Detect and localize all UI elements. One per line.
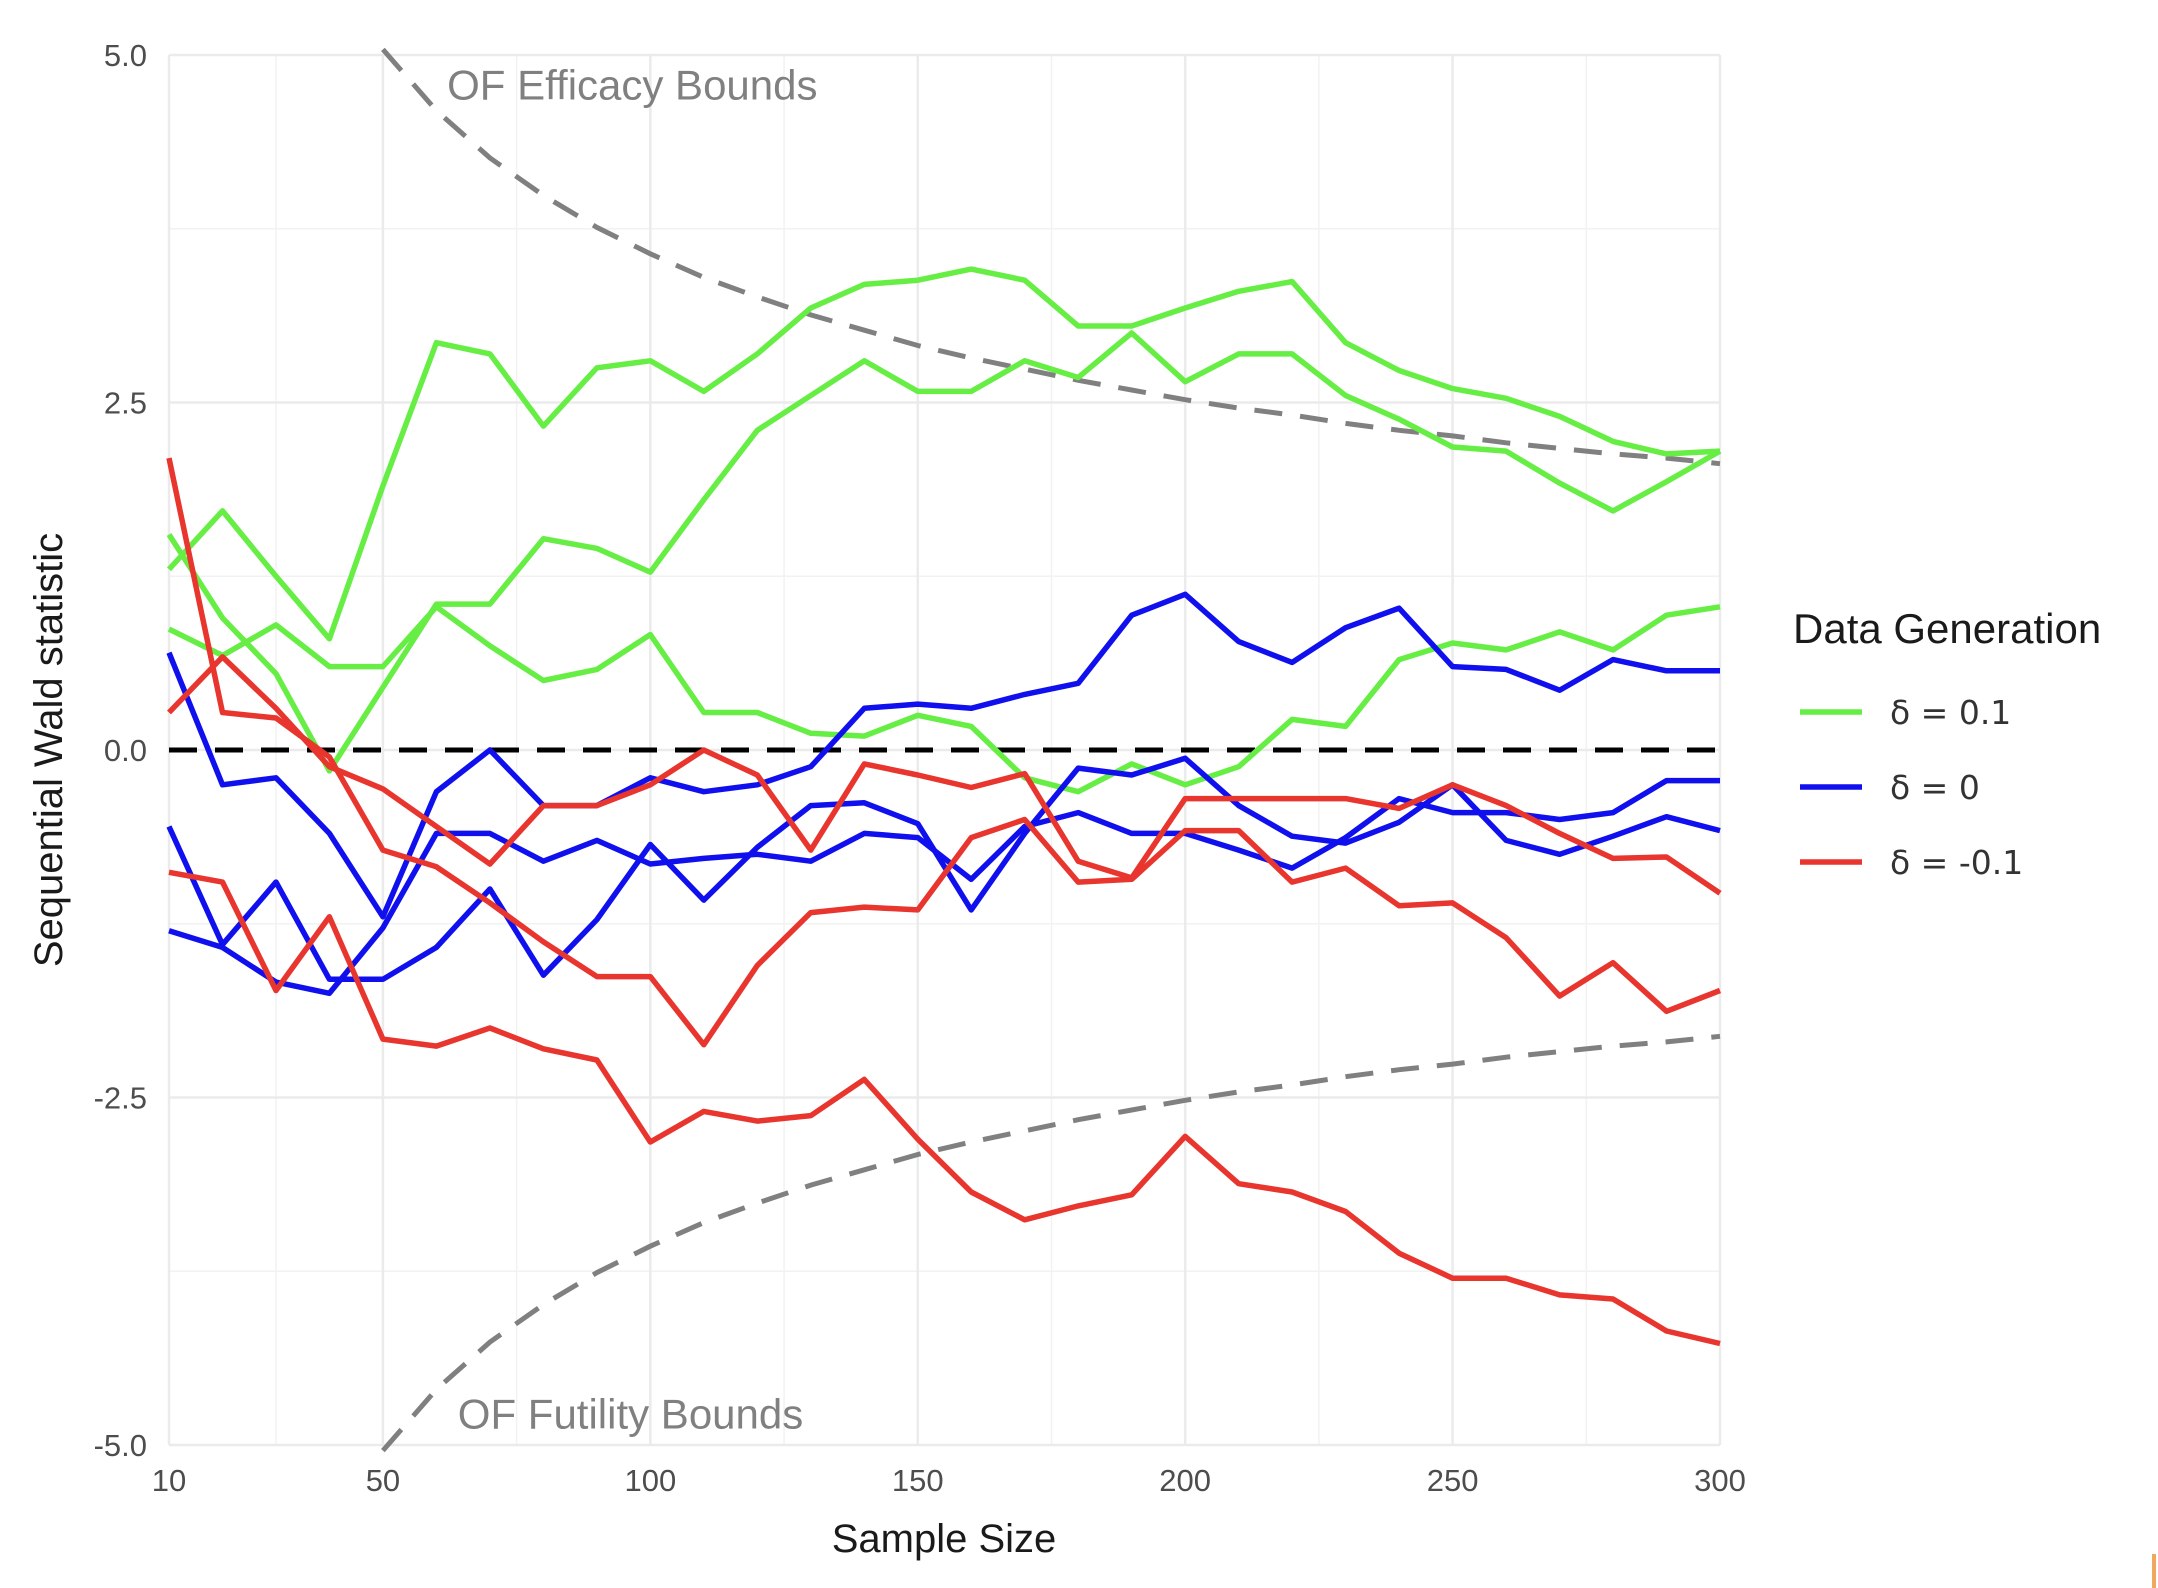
- x-tick-label: 200: [1159, 1463, 1211, 1498]
- y-tick-label: 0.0: [104, 733, 147, 768]
- y-axis-title: Sequential Wald statistic: [27, 533, 71, 967]
- y-tick-label: -5.0: [94, 1428, 147, 1463]
- bounds-lines: [381, 47, 1721, 1453]
- legend-title: Data Generation: [1793, 605, 2101, 652]
- series-line-9: [168, 869, 1721, 1347]
- series-line-5: [166, 755, 1721, 983]
- series-line-8: [167, 654, 1722, 896]
- x-tick-label: 150: [892, 1463, 944, 1498]
- legend-label: δ = -0.1: [1890, 843, 2023, 882]
- legend-item: δ = 0.1: [1800, 693, 2011, 732]
- corner-marker: [2152, 1554, 2156, 1588]
- annotations: OF Efficacy Bounds OF Futility Bounds: [447, 62, 817, 1438]
- efficacy-bound-line: [381, 47, 1721, 467]
- legend-label: δ = 0: [1890, 768, 1980, 807]
- y-tick-label: -2.5: [94, 1081, 147, 1116]
- series-lines: [166, 266, 1722, 1347]
- series-line-3: [167, 604, 1721, 795]
- y-tick-label: 2.5: [104, 386, 147, 421]
- x-axis-title: Sample Size: [832, 1517, 1057, 1561]
- legend-label: δ = 0.1: [1890, 693, 2011, 732]
- futility-bound-line: [381, 1033, 1721, 1453]
- x-tick-label: 250: [1427, 1463, 1479, 1498]
- y-tick-label: 5.0: [104, 38, 147, 73]
- x-tick-label: 50: [366, 1463, 400, 1498]
- legend: Data Generation δ = 0.1 δ = 0 δ = -0.1: [1793, 605, 2101, 882]
- legend-item: δ = 0: [1800, 768, 1980, 807]
- series-line-6: [168, 777, 1720, 997]
- x-tick-label: 10: [152, 1463, 186, 1498]
- x-tick-label: 300: [1694, 1463, 1746, 1498]
- series-line-7: [166, 457, 1721, 1048]
- y-axis-ticks: 5.0 2.5 0.0 -2.5 -5.0: [94, 38, 147, 1463]
- efficacy-label: OF Efficacy Bounds: [447, 62, 817, 109]
- x-axis-ticks: 10 50 100 150 200 250 300: [152, 1463, 1746, 1498]
- x-tick-label: 100: [624, 1463, 676, 1498]
- futility-label: OF Futility Bounds: [458, 1390, 803, 1437]
- series-line-1: [166, 266, 1721, 642]
- legend-item: δ = -0.1: [1800, 843, 2023, 882]
- series-line-4: [166, 591, 1720, 920]
